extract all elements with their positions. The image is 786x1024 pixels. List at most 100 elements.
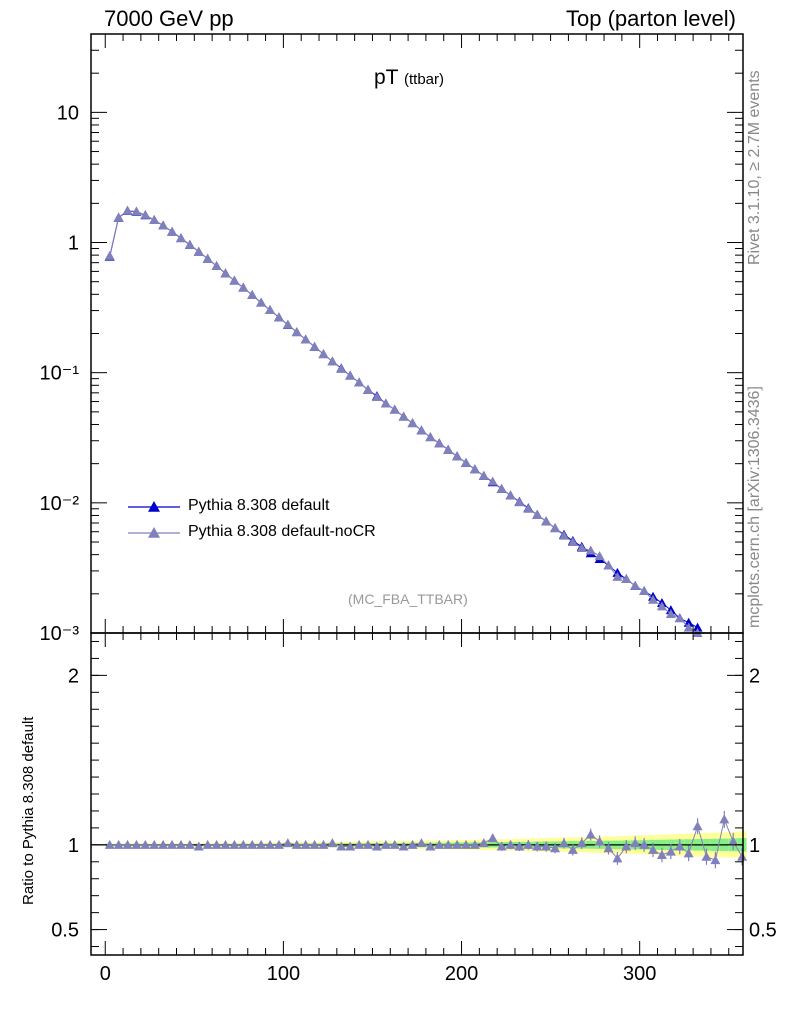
- ratio-point: [443, 839, 454, 849]
- series-1-point: [541, 516, 552, 526]
- ratio-point: [193, 841, 204, 851]
- series-1-point: [140, 209, 151, 219]
- x-tick-label: 200: [445, 963, 478, 985]
- series-1-point: [425, 432, 436, 442]
- ratio-point: [238, 839, 249, 849]
- series-1-point: [496, 483, 507, 493]
- y-tick-label: 10⁻³: [40, 623, 80, 645]
- series-1-point: [184, 239, 195, 249]
- series-1-point: [238, 282, 249, 292]
- ratio-point: [354, 839, 365, 849]
- series-1-point: [603, 560, 614, 570]
- ratio-point: [434, 839, 445, 849]
- series-1-point: [630, 580, 641, 590]
- series-1-point: [363, 384, 374, 394]
- ratio-point: [576, 838, 587, 848]
- ratio-y-tick-label-right: 1: [749, 835, 760, 857]
- series-1-point: [505, 490, 516, 500]
- series-1-point: [674, 613, 685, 623]
- ratio-y-axis-label: Ratio to Pythia 8.308 default: [20, 716, 37, 905]
- series-1-point: [576, 542, 587, 552]
- ratio-point: [452, 839, 463, 849]
- ratio-point: [487, 833, 498, 843]
- ratio-point: [345, 841, 356, 851]
- ratio-point: [371, 841, 382, 851]
- x-tick-label: 300: [623, 963, 656, 985]
- legend-label-nocr: Pythia 8.308 default-noCR: [188, 523, 376, 540]
- ratio-point: [630, 838, 641, 848]
- plot-title-sub: (ttbar): [403, 71, 444, 88]
- ratio-frame: [90, 632, 744, 956]
- ratio-point: [104, 839, 115, 849]
- ratio-point: [256, 839, 267, 849]
- series-1-point: [532, 509, 543, 519]
- ratio-point: [273, 839, 284, 849]
- legend-label-default: Pythia 8.308 default: [188, 497, 330, 514]
- series-1-point: [621, 573, 632, 583]
- series-line-1: [109, 210, 698, 634]
- ratio-point: [300, 839, 311, 849]
- ratio-point: [416, 838, 427, 848]
- series-1-point: [336, 363, 347, 373]
- series-1-point: [585, 545, 596, 555]
- ratio-y-tick-label: 2: [68, 665, 79, 687]
- series-1-point: [443, 444, 454, 454]
- ratio-point: [211, 839, 222, 849]
- series-1-point: [487, 476, 498, 486]
- series-1-point: [327, 356, 338, 366]
- series-1-point: [265, 305, 276, 315]
- series-1-point: [683, 622, 694, 632]
- series-1-point: [567, 537, 578, 547]
- ratio-point: [149, 839, 160, 849]
- ratio-point: [594, 836, 605, 846]
- ratio-point: [291, 839, 302, 849]
- series-1-point: [175, 233, 186, 243]
- main-series-layer: [104, 205, 703, 637]
- ratio-point: [265, 839, 276, 849]
- ratio-point: [327, 838, 338, 848]
- series-1-point: [460, 457, 471, 467]
- ratio-point: [639, 839, 650, 849]
- series-1-point: [282, 319, 293, 329]
- ratio-point: [710, 855, 721, 865]
- series-1-point: [122, 205, 133, 215]
- series-1-point: [167, 226, 178, 236]
- ratio-point: [140, 839, 151, 849]
- ratio-point: [603, 843, 614, 853]
- ratio-point: [567, 844, 578, 854]
- series-1-point: [514, 497, 525, 507]
- ratio-point: [683, 848, 694, 858]
- series-1-point: [550, 523, 561, 533]
- series-1-point: [345, 370, 356, 380]
- series-1-point: [202, 253, 213, 263]
- ratio-point: [478, 838, 489, 848]
- ratio-point: [202, 839, 213, 849]
- series-1-point: [416, 425, 427, 435]
- series-1-point: [104, 250, 115, 260]
- ratio-point: [665, 846, 676, 856]
- rivet-version-label: Rivet 3.1.10, ≥ 2.7M events: [746, 70, 763, 265]
- ratio-point: [550, 843, 561, 853]
- ratio-point: [514, 841, 525, 851]
- axis-ticks: 0 100 200 300 10 1 10⁻¹ 10⁻² 10⁻³ 2 2 1 1 0.5 0.5: [40, 33, 777, 985]
- ratio-point: [282, 838, 293, 848]
- y-tick-label: 10⁻²: [40, 493, 80, 515]
- ratio-point: [318, 839, 329, 849]
- series-1-point: [193, 246, 204, 256]
- ratio-point: [363, 839, 374, 849]
- series-1-point: [318, 349, 329, 359]
- series-1-point: [594, 551, 605, 561]
- ratio-point: [425, 841, 436, 851]
- ratio-point: [131, 839, 142, 849]
- legend-marker-0: [148, 501, 160, 512]
- series-1-point: [469, 464, 480, 474]
- ratio-point: [309, 839, 320, 849]
- ratio-point: [460, 839, 471, 849]
- axes-frames: [90, 33, 744, 956]
- series-1-point: [478, 470, 489, 480]
- ratio-point: [229, 839, 240, 849]
- ratio-point: [407, 839, 418, 849]
- series-1-point: [220, 268, 231, 278]
- series-1-point: [648, 594, 659, 604]
